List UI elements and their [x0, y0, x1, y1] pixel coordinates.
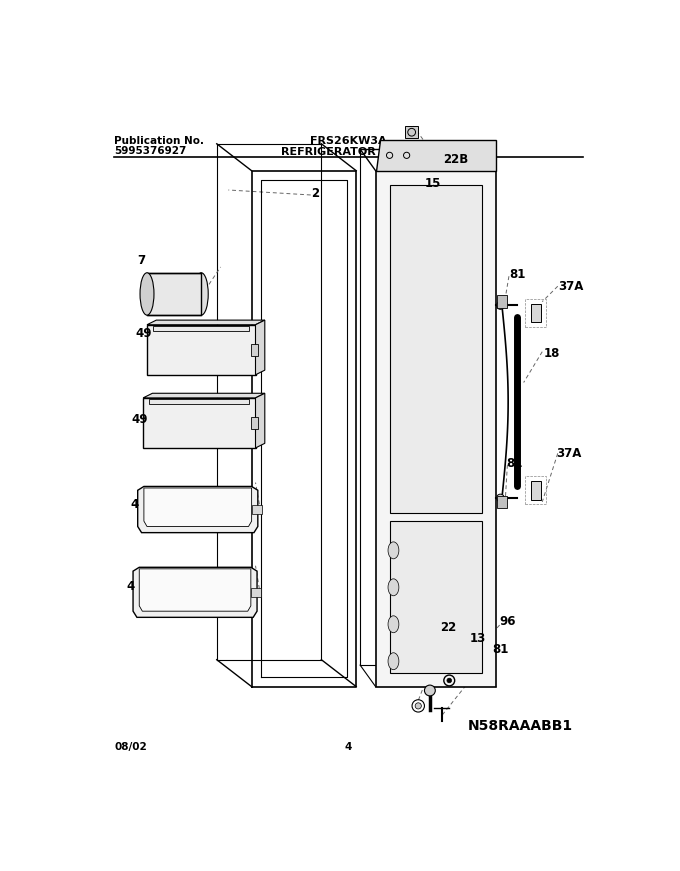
Text: 49: 49: [131, 413, 148, 426]
Text: 2: 2: [311, 187, 320, 200]
Text: FRS26KW3A: FRS26KW3A: [310, 136, 387, 146]
Text: REFRIGERATOR DOOR: REFRIGERATOR DOOR: [281, 147, 416, 157]
Ellipse shape: [194, 273, 208, 315]
Text: N58RAAABB1: N58RAAABB1: [468, 719, 573, 733]
Text: 15: 15: [424, 178, 441, 191]
Polygon shape: [147, 273, 201, 314]
Text: 7: 7: [137, 254, 146, 267]
Text: 96: 96: [500, 615, 516, 628]
Polygon shape: [144, 488, 252, 526]
Text: 4: 4: [127, 580, 135, 593]
Text: 13: 13: [470, 631, 486, 645]
Polygon shape: [139, 569, 251, 611]
Ellipse shape: [388, 579, 399, 596]
Polygon shape: [251, 344, 258, 356]
Text: 81: 81: [492, 643, 508, 656]
Polygon shape: [390, 521, 482, 672]
Polygon shape: [530, 304, 541, 322]
Polygon shape: [143, 394, 265, 398]
Text: 81: 81: [509, 268, 525, 281]
Polygon shape: [375, 171, 496, 686]
Ellipse shape: [388, 542, 399, 559]
Polygon shape: [256, 394, 265, 448]
Text: 4: 4: [345, 742, 352, 752]
Circle shape: [424, 685, 435, 696]
Polygon shape: [150, 400, 250, 404]
Polygon shape: [251, 417, 258, 429]
Polygon shape: [147, 321, 265, 325]
Text: 18: 18: [544, 347, 560, 360]
Text: 37A: 37A: [558, 280, 583, 293]
Polygon shape: [530, 481, 541, 500]
Circle shape: [447, 679, 452, 683]
Polygon shape: [405, 126, 418, 138]
Text: 22B: 22B: [443, 152, 469, 165]
Polygon shape: [153, 327, 250, 331]
Text: 4: 4: [130, 497, 138, 510]
Ellipse shape: [140, 273, 154, 315]
Polygon shape: [497, 496, 507, 508]
Polygon shape: [256, 321, 265, 375]
Polygon shape: [497, 295, 507, 307]
Ellipse shape: [388, 652, 399, 670]
Text: 5995376927: 5995376927: [114, 146, 187, 156]
Text: 08/02: 08/02: [114, 742, 147, 752]
Polygon shape: [390, 185, 482, 513]
Circle shape: [496, 301, 505, 309]
Text: 49: 49: [135, 327, 152, 341]
Polygon shape: [143, 398, 256, 448]
Text: 81: 81: [507, 457, 523, 469]
Polygon shape: [133, 567, 257, 618]
Polygon shape: [137, 486, 258, 533]
Polygon shape: [252, 505, 262, 514]
Polygon shape: [147, 325, 256, 375]
Text: 37A: 37A: [556, 447, 581, 460]
Polygon shape: [251, 588, 261, 598]
Circle shape: [496, 494, 505, 502]
Ellipse shape: [388, 616, 399, 632]
Text: Publication No.: Publication No.: [114, 136, 205, 146]
Text: 22: 22: [440, 621, 456, 634]
Polygon shape: [375, 140, 496, 171]
Circle shape: [415, 703, 422, 709]
